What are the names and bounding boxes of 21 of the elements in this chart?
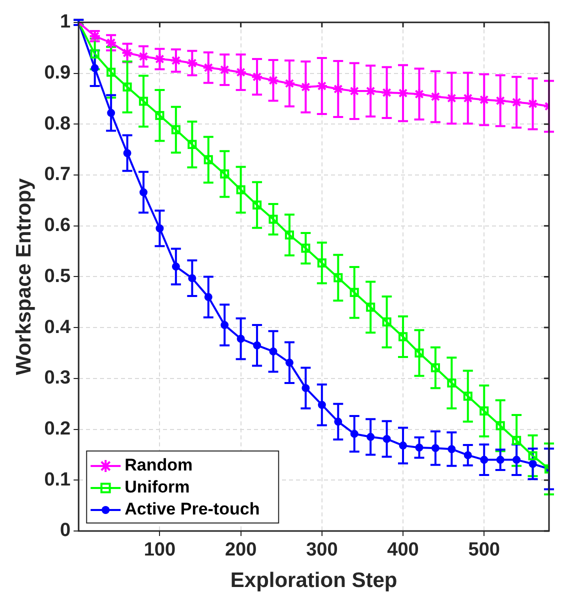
- y-tick-label: 0.9: [44, 62, 71, 84]
- x-axis-title: Exploration Step: [230, 569, 398, 592]
- x-tick-label: 200: [224, 540, 257, 561]
- y-tick-label: 1: [60, 12, 72, 33]
- x-tick-label: 400: [387, 540, 419, 561]
- legend-label: Active Pre-touch: [124, 500, 260, 519]
- legend-label: Random: [124, 456, 193, 475]
- y-tick-label: 0.6: [44, 215, 71, 236]
- x-tick-label: 100: [144, 540, 176, 561]
- y-tick-label: 0.1: [44, 469, 72, 490]
- x-tick-label: 300: [306, 540, 338, 561]
- y-tick-label: 0.8: [44, 113, 71, 134]
- y-tick-label: 0: [60, 520, 71, 542]
- y-tick-label: 0.5: [44, 266, 72, 287]
- y-tick-label: 0.7: [44, 164, 71, 186]
- legend-label: Uniform: [124, 478, 190, 497]
- x-tick-label: 500: [468, 540, 500, 561]
- y-axis-title: Workspace Entropy: [12, 178, 36, 376]
- y-tick-label: 0.2: [44, 418, 71, 440]
- y-tick-label: 0.4: [44, 316, 72, 338]
- y-tick-label: 0.3: [44, 368, 71, 389]
